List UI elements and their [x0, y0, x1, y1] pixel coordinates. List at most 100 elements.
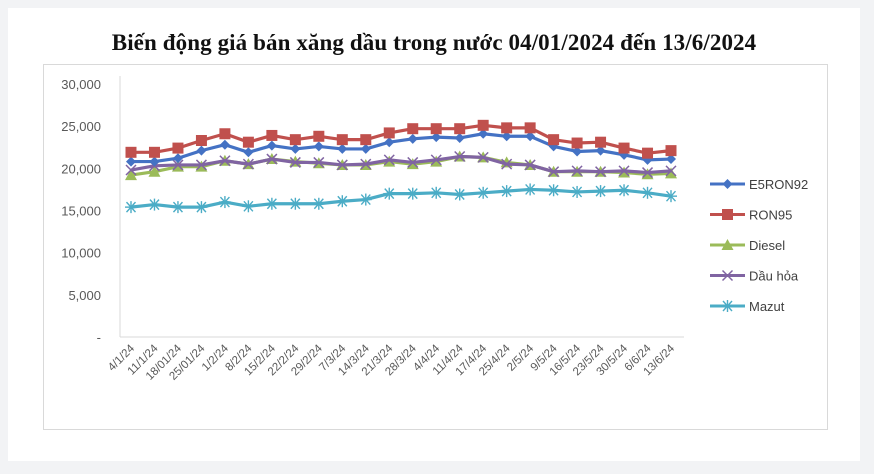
legend: E5RON92 RON95 Diesel Dầu hỏa Mazut	[710, 177, 808, 314]
data-point-marker	[524, 122, 536, 134]
y-tick-label: 5,000	[68, 288, 101, 303]
data-point-marker	[265, 197, 278, 210]
data-point-marker	[721, 300, 734, 312]
data-point-marker	[336, 159, 348, 171]
y-tick-label: 25,000	[61, 119, 101, 134]
data-point-marker	[524, 159, 536, 171]
data-point-marker	[336, 134, 348, 146]
data-point-marker	[313, 130, 325, 142]
data-point-marker	[665, 165, 677, 177]
data-point-marker	[219, 128, 231, 140]
legend-item: E5RON92	[710, 177, 808, 192]
data-point-marker	[430, 123, 442, 135]
legend-item: Diesel	[710, 238, 785, 253]
data-point-marker	[572, 146, 583, 157]
data-point-marker	[407, 133, 418, 144]
data-point-marker	[501, 158, 513, 170]
data-point-marker	[266, 153, 278, 165]
data-point-marker	[172, 142, 184, 154]
data-point-marker	[501, 131, 512, 142]
data-point-marker	[618, 165, 630, 177]
data-point-marker	[266, 129, 278, 141]
data-point-marker	[218, 196, 231, 209]
data-point-marker	[407, 123, 419, 135]
data-point-marker	[641, 186, 654, 199]
data-point-marker	[478, 128, 489, 139]
data-point-marker	[125, 164, 137, 176]
data-point-marker	[313, 141, 324, 152]
data-point-marker	[721, 269, 734, 282]
data-point-marker	[360, 143, 371, 154]
legend-label: Diesel	[749, 238, 785, 253]
data-point-marker	[665, 167, 677, 179]
data-point-marker	[195, 159, 207, 171]
data-point-marker	[665, 190, 677, 203]
data-point-marker	[148, 165, 161, 177]
data-point-marker	[453, 188, 466, 201]
data-point-marker	[722, 209, 733, 220]
data-point-marker	[360, 134, 372, 146]
series-ron95	[125, 119, 677, 159]
y-tick-label: -	[97, 330, 101, 345]
y-tick-label: 20,000	[61, 161, 101, 176]
data-point-marker	[548, 134, 560, 146]
data-point-marker	[548, 166, 560, 178]
data-point-marker	[383, 154, 395, 166]
data-point-marker	[242, 136, 254, 148]
data-point-marker	[219, 139, 230, 150]
data-point-marker	[242, 200, 255, 213]
data-point-marker	[125, 201, 137, 214]
data-point-marker	[266, 140, 277, 151]
data-point-marker	[195, 135, 207, 147]
data-point-marker	[383, 127, 395, 139]
series-e5ron92	[126, 128, 676, 167]
data-point-marker	[312, 197, 325, 210]
series-dầu-hỏa	[125, 150, 677, 179]
series-line	[130, 187, 672, 209]
data-point-marker	[313, 156, 325, 168]
data-point-marker	[336, 195, 349, 208]
data-point-marker	[148, 146, 160, 158]
data-point-marker	[337, 143, 348, 154]
legend-label: Dầu hỏa	[749, 269, 799, 284]
data-point-marker	[500, 185, 513, 198]
data-point-marker	[547, 184, 560, 197]
data-point-marker	[406, 187, 419, 200]
data-point-marker	[431, 132, 442, 143]
data-point-marker	[171, 201, 184, 214]
data-point-marker	[454, 150, 466, 163]
series-line	[130, 154, 672, 175]
data-point-marker	[360, 158, 372, 170]
data-point-marker	[359, 193, 372, 206]
data-point-marker	[477, 186, 490, 199]
data-point-marker	[148, 198, 161, 211]
legend-label: RON95	[749, 208, 792, 223]
data-point-marker	[571, 185, 584, 198]
y-tick-label: 10,000	[61, 246, 101, 261]
data-point-marker	[642, 147, 654, 159]
data-point-marker	[172, 153, 183, 164]
data-point-marker	[666, 154, 676, 165]
chart-card: Biến động giá bán xăng dầu trong nước 04…	[8, 8, 860, 461]
legend-item: Dầu hỏa	[710, 269, 799, 284]
data-point-marker	[571, 137, 583, 149]
data-point-marker	[383, 187, 396, 200]
data-point-marker	[594, 185, 607, 198]
data-point-marker	[524, 183, 537, 196]
data-point-marker	[721, 239, 734, 250]
data-point-marker	[722, 179, 733, 189]
data-point-marker	[172, 159, 184, 171]
data-point-marker	[618, 184, 631, 197]
data-point-marker	[618, 142, 630, 154]
x-axis: 4/1/2411/1/2418/01/2425/01/241/2/248/2/2…	[106, 336, 684, 383]
data-point-marker	[384, 137, 395, 148]
y-tick-label: 15,000	[61, 204, 101, 219]
data-point-marker	[290, 143, 301, 154]
data-point-marker	[595, 136, 607, 148]
data-point-marker	[641, 167, 654, 179]
series-mazut	[125, 183, 677, 214]
data-point-marker	[501, 122, 513, 134]
data-point-marker	[407, 156, 419, 168]
data-point-marker	[125, 169, 137, 181]
